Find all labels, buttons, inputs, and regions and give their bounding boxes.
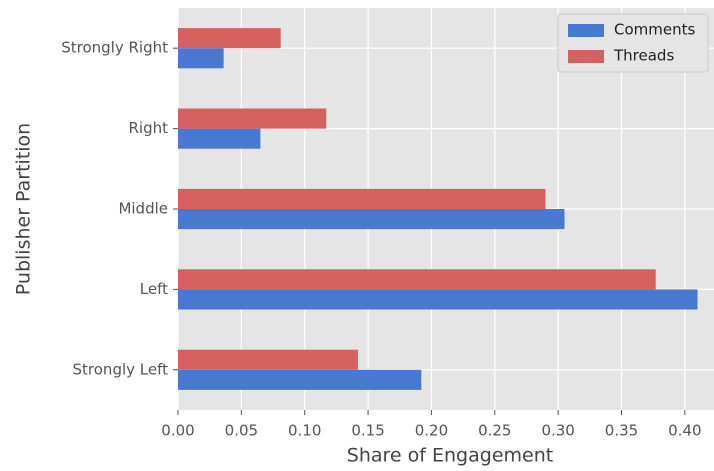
x-tick-label: 0.30 <box>541 422 574 440</box>
x-tick-label: 0.20 <box>415 422 448 440</box>
x-tick-label: 0.05 <box>225 422 258 440</box>
bar <box>178 209 565 230</box>
y-axis-label: Publisher Partition <box>13 123 35 295</box>
x-tick-label: 0.10 <box>288 422 321 440</box>
bar <box>178 369 422 390</box>
legend: Comments Threads <box>557 13 709 73</box>
x-tick-label: 0.00 <box>161 422 194 440</box>
x-tick-label: 0.15 <box>351 422 384 440</box>
legend-swatch <box>568 50 604 63</box>
x-axis-label: Share of Engagement <box>347 445 553 467</box>
bar <box>178 289 698 310</box>
x-tick-label: 0.35 <box>605 422 638 440</box>
x-tick-label: 0.40 <box>668 422 701 440</box>
y-tick-label: Right <box>129 119 169 137</box>
bar <box>178 128 261 149</box>
bar <box>178 108 327 129</box>
bar <box>178 28 281 49</box>
bar <box>178 48 224 69</box>
bar <box>178 349 358 370</box>
bar <box>178 269 656 290</box>
bar <box>178 188 546 209</box>
legend-swatch <box>568 24 604 37</box>
y-tick-label: Left <box>140 280 168 298</box>
legend-label: Threads <box>613 47 674 65</box>
y-tick-label: Strongly Right <box>61 39 168 57</box>
y-tick-label: Strongly Left <box>73 360 169 378</box>
x-tick-label: 0.25 <box>478 422 511 440</box>
y-tick-label: Middle <box>118 200 168 218</box>
legend-label: Comments <box>614 21 695 39</box>
